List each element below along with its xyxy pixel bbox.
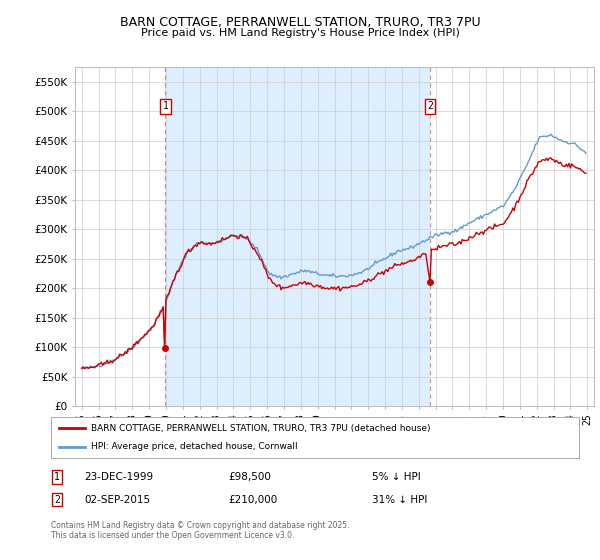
Text: Price paid vs. HM Land Registry's House Price Index (HPI): Price paid vs. HM Land Registry's House … [140,28,460,38]
Text: Contains HM Land Registry data © Crown copyright and database right 2025.
This d: Contains HM Land Registry data © Crown c… [51,521,349,540]
Text: 2: 2 [54,494,60,505]
Text: 5% ↓ HPI: 5% ↓ HPI [372,472,421,482]
Text: £98,500: £98,500 [228,472,271,482]
Text: £210,000: £210,000 [228,494,277,505]
Text: 1: 1 [54,472,60,482]
Text: 2: 2 [427,101,433,111]
Bar [166,67,430,406]
Text: BARN COTTAGE, PERRANWELL STATION, TRURO, TR3 7PU: BARN COTTAGE, PERRANWELL STATION, TRURO,… [119,16,481,29]
Text: HPI: Average price, detached house, Cornwall: HPI: Average price, detached house, Corn… [91,442,297,451]
Text: 02-SEP-2015: 02-SEP-2015 [84,494,150,505]
Text: 1: 1 [163,101,169,111]
Text: 23-DEC-1999: 23-DEC-1999 [84,472,153,482]
Text: 31% ↓ HPI: 31% ↓ HPI [372,494,427,505]
Text: BARN COTTAGE, PERRANWELL STATION, TRURO, TR3 7PU (detached house): BARN COTTAGE, PERRANWELL STATION, TRURO,… [91,423,430,432]
